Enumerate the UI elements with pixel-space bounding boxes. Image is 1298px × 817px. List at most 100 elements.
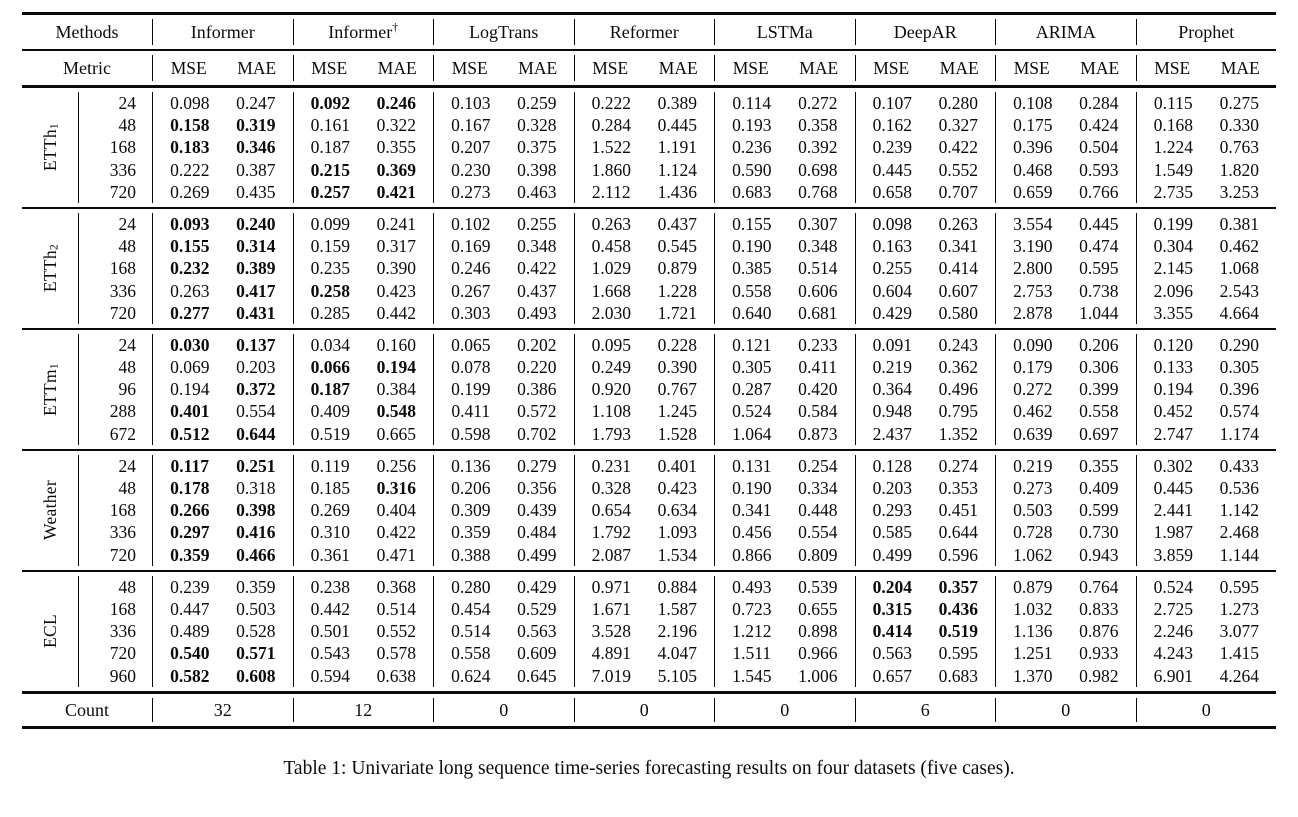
metric-header-row: Metric MSE MAE MSE MAE MSE MAE MSE MAE MSE MAE MSE M… (22, 51, 1276, 85)
result-cell: 0.136 0.279 (434, 455, 574, 477)
mae-value: 0.499 (517, 544, 557, 565)
mse-value: 0.187 (310, 379, 350, 400)
mse-value: 0.558 (451, 643, 491, 664)
mse-value: 2.753 (1013, 280, 1053, 301)
results-table: Methods Informer Informer† LogTrans Reformer… (22, 12, 1276, 729)
method-name-text: Reformer (609, 22, 679, 42)
mae-value: 0.933 (1079, 643, 1119, 664)
result-cell: 0.099 0.241 (294, 213, 434, 235)
mse-header: MSE (592, 58, 629, 78)
result-cell: 0.598 0.702 (434, 423, 574, 445)
mse-value: 6.901 (1153, 665, 1193, 686)
result-cell: 0.456 0.554 (715, 521, 855, 543)
mse-header: MSE (1013, 58, 1050, 78)
metric-pair: MSE MAE (573, 55, 715, 81)
result-cell: 0.640 0.681 (715, 302, 855, 324)
result-cell: 1.251 0.933 (996, 642, 1136, 664)
result-cell: 0.159 0.317 (294, 235, 434, 257)
mae-value: 0.433 (1219, 455, 1259, 476)
result-cell: 0.540 0.571 (153, 642, 293, 664)
mae-value: 0.233 (798, 334, 838, 355)
result-cell: 2.112 1.436 (575, 181, 715, 203)
mae-value: 0.368 (376, 576, 416, 597)
result-cell: 0.303 0.493 (434, 302, 574, 324)
result-cell: 2.800 0.595 (996, 257, 1136, 279)
result-cell: 0.468 0.593 (996, 159, 1136, 181)
mae-value: 0.595 (1079, 258, 1119, 279)
dataset-label-sub: 1 (48, 362, 60, 369)
mse-value: 0.159 (310, 236, 350, 257)
result-cell: 0.219 0.355 (996, 455, 1136, 477)
mae-value: 0.387 (236, 159, 276, 180)
result-cell: 0.098 0.247 (153, 92, 293, 114)
mse-value: 0.723 (732, 598, 772, 619)
method-column: 0.093 0.240 0.155 0.314 0.232 0.389 0.263 0.417… (152, 212, 293, 324)
mse-value: 0.277 (170, 302, 210, 323)
mse-value: 0.267 (451, 280, 491, 301)
result-cell: 0.328 0.423 (575, 477, 715, 499)
result-cell: 0.658 0.707 (856, 181, 996, 203)
method-column: 0.879 0.764 1.032 0.833 1.136 0.876 1.251 0.933… (995, 575, 1136, 687)
mse-value: 0.658 (872, 181, 912, 202)
result-cell: 0.558 0.609 (434, 642, 574, 664)
mse-value: 0.194 (1153, 379, 1193, 400)
mae-value: 0.982 (1079, 665, 1119, 686)
mse-value: 0.948 (872, 401, 912, 422)
mse-value: 0.115 (1153, 93, 1193, 113)
result-cell: 0.272 0.399 (996, 378, 1136, 400)
mse-value: 0.447 (170, 598, 210, 619)
mae-header: MAE (377, 58, 417, 78)
mse-value: 0.193 (732, 115, 772, 136)
mae-value: 0.389 (657, 93, 697, 113)
mse-value: 0.235 (310, 258, 350, 279)
result-cell: 0.512 0.644 (153, 423, 293, 445)
result-cell: 0.207 0.375 (434, 136, 574, 158)
mae-value: 0.414 (938, 258, 978, 279)
mse-value: 1.668 (591, 280, 631, 301)
metric-pair: MSE MAE (433, 55, 574, 81)
mae-value: 0.375 (517, 137, 557, 158)
mae-value: 0.279 (517, 455, 557, 476)
mae-value: 0.330 (1219, 115, 1259, 136)
mse-value: 0.514 (451, 621, 491, 642)
mae-value: 0.348 (517, 236, 557, 257)
result-cell: 0.215 0.369 (294, 159, 434, 181)
mse-value: 0.136 (451, 455, 491, 476)
result-cell: 0.190 0.334 (715, 477, 855, 499)
mse-value: 2.878 (1013, 302, 1053, 323)
result-cell: 3.190 0.474 (996, 235, 1136, 257)
mse-value: 0.239 (170, 576, 210, 597)
result-cell: 0.034 0.160 (294, 334, 434, 356)
result-cell: 0.659 0.766 (996, 181, 1136, 203)
result-cell: 0.263 0.417 (153, 280, 293, 302)
mae-value: 0.194 (376, 357, 416, 378)
result-cell: 0.297 0.416 (153, 521, 293, 543)
mae-value: 0.416 (236, 522, 276, 543)
mse-value: 0.091 (872, 334, 912, 355)
metric-pair: MSE MAE (152, 55, 293, 81)
result-cell: 0.411 0.572 (434, 400, 574, 422)
result-cell: 1.064 0.873 (715, 423, 855, 445)
result-cell: 0.524 0.584 (715, 400, 855, 422)
mse-value: 0.078 (451, 357, 491, 378)
result-cell: 0.194 0.372 (153, 378, 293, 400)
mse-value: 3.528 (591, 621, 631, 642)
result-cell: 1.370 0.982 (996, 665, 1136, 687)
mse-value: 0.215 (310, 159, 350, 180)
mae-value: 0.137 (236, 334, 276, 355)
mse-value: 0.640 (732, 302, 772, 323)
mae-header: MAE (1080, 58, 1120, 78)
result-cell: 1.792 1.093 (575, 521, 715, 543)
mae-value: 0.422 (517, 258, 557, 279)
mse-value: 0.414 (872, 621, 912, 642)
mae-value: 0.423 (657, 478, 697, 498)
mse-value: 0.199 (1153, 213, 1193, 234)
mae-value: 1.142 (1219, 500, 1259, 521)
result-cell: 0.199 0.386 (434, 378, 574, 400)
horizon-cell: 168 (109, 137, 136, 158)
result-cell: 0.683 0.768 (715, 181, 855, 203)
method-name: Informer (152, 19, 293, 45)
result-cell: 1.671 1.587 (575, 598, 715, 620)
mse-header: MSE (451, 58, 488, 78)
mae-value: 0.259 (517, 93, 557, 113)
